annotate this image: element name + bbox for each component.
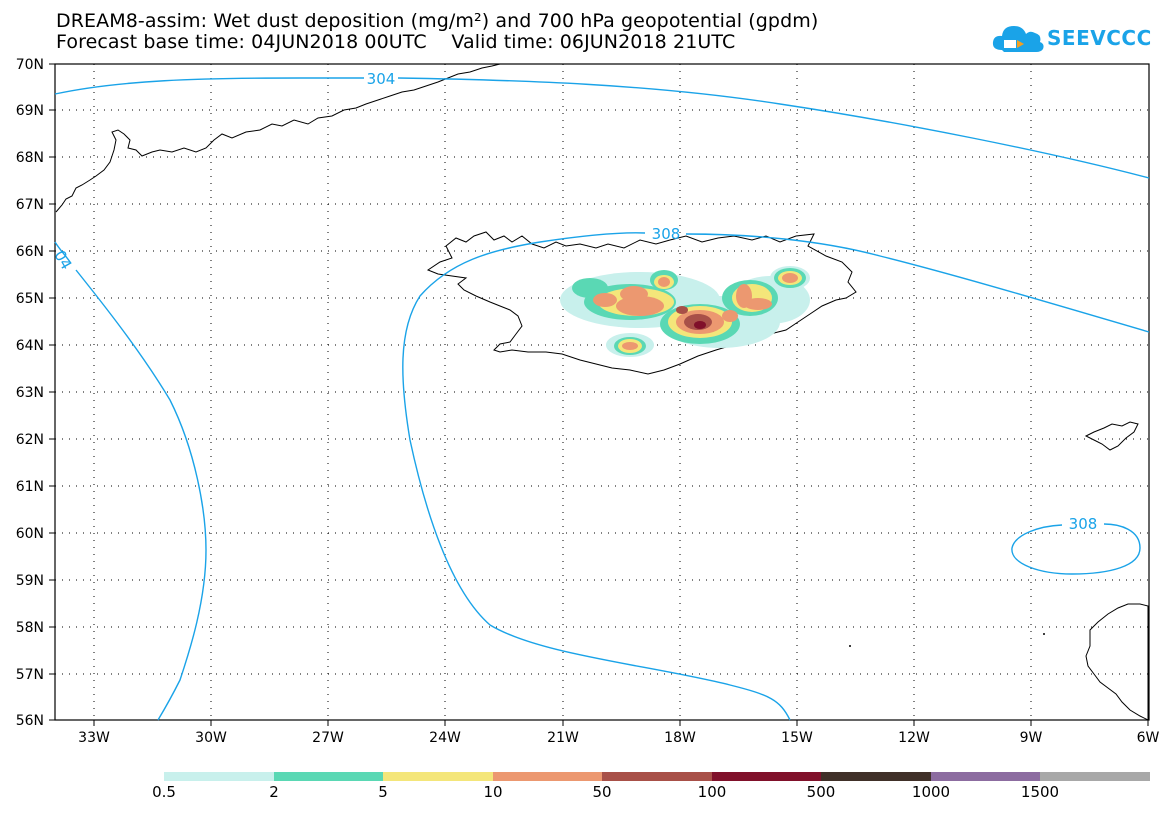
contour-label: 308 [652, 225, 681, 243]
geopotential-contours [54, 77, 1150, 721]
colorbar-swatch [712, 772, 822, 781]
dust-deposition-field [560, 266, 810, 357]
lon-label: 27W [312, 730, 344, 746]
dust-area-level-4 [744, 298, 772, 310]
greenland-coastline [55, 63, 501, 213]
map-title-line-2: Forecast base time: 04JUN2018 00UTC Vali… [56, 31, 736, 53]
longitude-labels: 33W 30W 27W 24W 21W 18W 15W 12W 9W 6W [78, 730, 1159, 746]
lon-label: 33W [78, 730, 110, 746]
dust-area-level-1 [754, 318, 774, 330]
lat-label: 69N [16, 103, 44, 119]
scotland-coastline [1085, 603, 1149, 721]
iceland-coastline [426, 231, 857, 375]
lat-label: 62N [16, 432, 44, 448]
lat-label: 57N [16, 667, 44, 683]
colorbar-swatch [931, 772, 1041, 781]
colorbar-tick: 1500 [1020, 783, 1060, 801]
contour-label: 308 [1069, 515, 1098, 533]
seevccc-logo: SEEVCCC [990, 18, 1152, 58]
contour-label: 304 [367, 70, 396, 88]
logo-text: SEEVCCC [1047, 26, 1152, 50]
dust-area-level-5 [676, 306, 688, 314]
lon-label: 18W [664, 730, 696, 746]
colorbar-tick: 1000 [911, 783, 951, 801]
colorbar-swatch [821, 772, 931, 781]
lat-label: 68N [16, 150, 44, 166]
lon-label: 6W [1137, 730, 1160, 746]
contour-304-north [54, 77, 1150, 179]
lat-label: 64N [16, 338, 44, 354]
contour-304-west [54, 241, 207, 721]
lat-label: 63N [16, 385, 44, 401]
colorbar-tick: 50 [592, 783, 612, 801]
dust-area-level-6 [694, 321, 706, 329]
lon-label: 12W [898, 730, 930, 746]
dust-area-level-4 [593, 293, 617, 307]
lon-label: 24W [429, 730, 461, 746]
colorbar-swatch [493, 772, 603, 781]
dust-area-level-4 [620, 286, 648, 302]
lat-label: 70N [16, 57, 44, 73]
map-title-line-1: DREAM8-assim: Wet dust deposition (mg/m²… [56, 10, 819, 32]
islet-marker [849, 645, 851, 647]
dust-area-level-4 [782, 273, 798, 283]
colorbar-tick: 0.5 [152, 783, 176, 801]
dust-area-level-4 [658, 277, 670, 287]
contour-308-iceland [402, 232, 1150, 721]
graticule [55, 64, 1149, 720]
lat-label: 67N [16, 197, 44, 213]
axis-ticks [49, 63, 1149, 726]
lon-label: 15W [781, 730, 813, 746]
colorbar-swatch [164, 772, 274, 781]
lat-label: 58N [16, 620, 44, 636]
colorbar-tick: 100 [697, 783, 727, 801]
colorbar-tick: 10 [483, 783, 503, 801]
lat-label: 65N [16, 291, 44, 307]
colorbar [164, 772, 1150, 781]
lon-label: 21W [547, 730, 579, 746]
colorbar-swatch [602, 772, 712, 781]
lon-label: 30W [195, 730, 227, 746]
colorbar-tick: 2 [269, 783, 279, 801]
dust-area-level-4 [722, 310, 738, 322]
latitude-labels: 70N 69N 68N 67N 66N 65N 64N 63N 62N 61N … [16, 57, 44, 729]
contour-308-southeast [1011, 523, 1141, 575]
colorbar-swatch [1040, 772, 1150, 781]
colorbar-tick: 500 [806, 783, 836, 801]
colorbar-swatch [274, 772, 384, 781]
lon-label: 9W [1020, 730, 1043, 746]
islet-marker [1043, 633, 1045, 635]
cloud-icon [992, 26, 1044, 52]
dust-area-level-4 [622, 342, 638, 350]
lat-label: 66N [16, 244, 44, 260]
lat-label: 61N [16, 479, 44, 495]
faroe-coastline [1084, 421, 1139, 451]
colorbar-swatch [383, 772, 493, 781]
lat-label: 59N [16, 573, 44, 589]
lat-label: 56N [16, 713, 44, 729]
lat-label: 60N [16, 526, 44, 542]
colorbar-tick: 5 [378, 783, 388, 801]
